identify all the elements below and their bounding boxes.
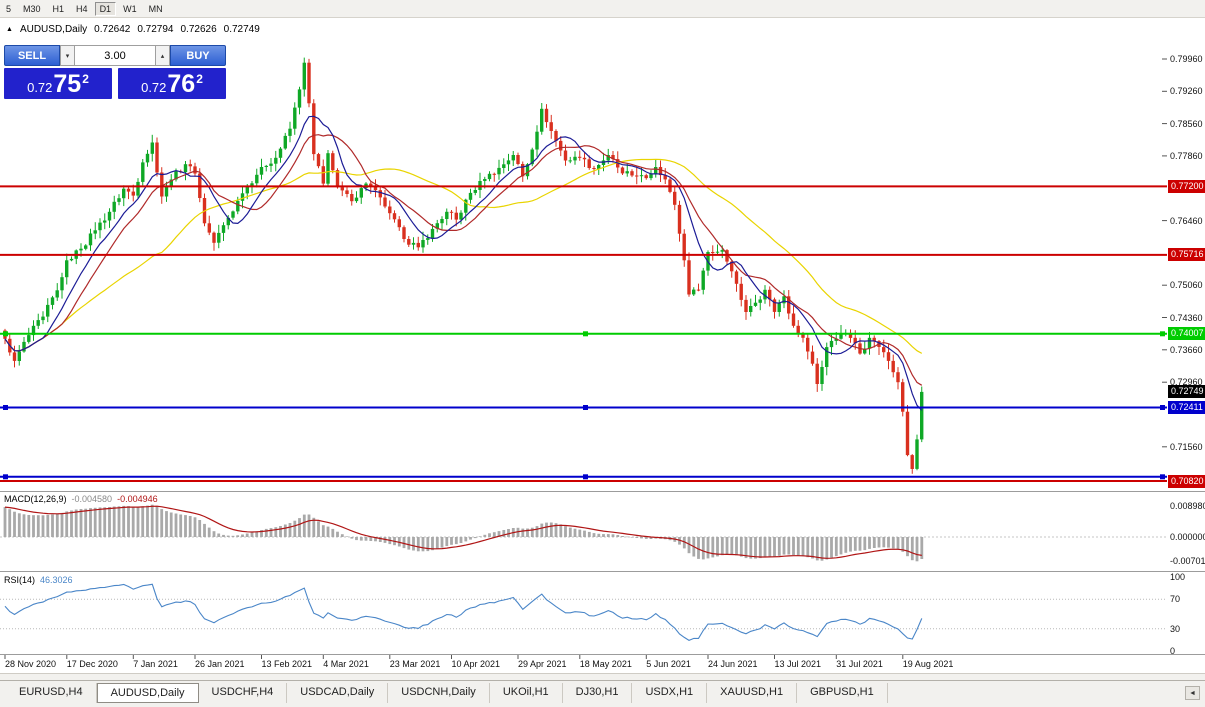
chart-tab-audusd-daily[interactable]: AUDUSD,Daily	[96, 683, 199, 703]
chart-tab-bar: EURUSD,H4 AUDUSD,Daily USDCHF,H4 USDCAD,Dai…	[0, 680, 1205, 707]
period-button-d1[interactable]: D1	[94, 1, 117, 16]
price-scale-label: 0.79960	[1170, 54, 1203, 64]
period-button-m30[interactable]: M30	[23, 3, 41, 14]
chart-tab-usdchf-h4[interactable]: USDCHF,H4	[199, 683, 288, 703]
macd-main-value: -0.004580	[71, 494, 113, 504]
period-button-5[interactable]: 5	[6, 3, 12, 14]
price-level-tag[interactable]: 0.75716	[1168, 248, 1205, 262]
date-axis-label: 7 Jan 2021	[133, 659, 178, 669]
rsi-scale-label: 30	[1170, 623, 1181, 634]
bid-point: 2	[82, 72, 89, 86]
period-button-h4[interactable]: H4	[76, 3, 88, 14]
price-level-tag[interactable]: 0.70820	[1168, 474, 1205, 488]
date-axis-label: 13 Jul 2021	[774, 659, 822, 669]
ask-pips: 76	[167, 70, 196, 98]
chart-tab-usdcnh-daily[interactable]: USDCNH,Daily	[388, 683, 490, 703]
ohlc-open-value: 0.72642	[94, 24, 131, 35]
volume-increase-button[interactable]: ▴	[155, 45, 170, 66]
price-scale-label: 0.79260	[1170, 86, 1203, 97]
price-scale-label: 0.75060	[1170, 280, 1203, 291]
volume-decrease-button[interactable]: ▾	[60, 45, 75, 66]
date-axis-label: 28 Nov 2020	[5, 659, 57, 669]
chart-ohlc-readout: ▲ AUDUSD,Daily 0.72642 0.72794 0.72626 0…	[6, 24, 260, 35]
bid-prefix: 0.72	[27, 80, 53, 95]
buy-button[interactable]: BUY	[170, 45, 226, 66]
bid-pips: 75	[53, 70, 82, 98]
rsi-scale-label: 70	[1170, 594, 1181, 605]
date-axis-label: 13 Feb 2021	[261, 659, 313, 669]
date-axis-label: 31 Jul 2021	[836, 659, 883, 669]
price-scale-label: 0.73660	[1170, 344, 1203, 355]
chart-tab-eurusd-h4[interactable]: EURUSD,H4	[6, 683, 97, 703]
date-axis-label: 5 Jun 2021	[646, 659, 691, 669]
price-scale-label: 0.78560	[1170, 118, 1203, 129]
price-level-tag[interactable]: 0.74007	[1168, 327, 1205, 341]
ohlc-close-value: 0.72749	[223, 24, 260, 35]
price-chart-canvas[interactable]	[0, 18, 1205, 679]
macd-signal-value: -0.004946	[117, 494, 158, 504]
price-scale-label: 0.77860	[1170, 150, 1203, 161]
trade-controls-row: SELL ▾ 3.00 ▴ BUY	[4, 45, 226, 66]
price-level-tag[interactable]: 0.72411	[1168, 401, 1205, 414]
macd-header: MACD(12,26,9) -0.004580 -0.004946	[4, 494, 158, 504]
macd-scale-label: 0.008980	[1170, 501, 1205, 511]
chart-tab-ukoil-h1[interactable]: UKOil,H1	[490, 683, 563, 703]
price-scale-label: 0.74360	[1170, 312, 1203, 323]
price-level-tag[interactable]: 0.77200	[1168, 179, 1205, 193]
period-button-mn[interactable]: MN	[148, 3, 163, 14]
sell-button[interactable]: SELL	[4, 45, 60, 66]
date-axis-label: 10 Apr 2021	[451, 659, 501, 669]
date-axis-label: 24 Jun 2021	[708, 659, 758, 669]
period-button-w1[interactable]: W1	[123, 3, 137, 14]
macd-scale-label: -0.007010	[1170, 556, 1205, 567]
date-axis-label: 26 Jan 2021	[195, 659, 245, 669]
ask-point: 2	[196, 72, 203, 86]
rsi-value: 46.3026	[40, 575, 73, 585]
ohlc-low-value: 0.72626	[180, 24, 217, 35]
bid-price-display[interactable]: 0.72 75 2	[4, 68, 112, 99]
date-axis-label: 19 Aug 2021	[902, 659, 954, 669]
date-axis-label: 23 Mar 2021	[389, 659, 441, 669]
price-scale-label: 0.71560	[1170, 441, 1203, 452]
volume-input[interactable]: 3.00	[75, 45, 155, 66]
current-price-tag: 0.72749	[1168, 385, 1205, 399]
chart-symbol-label: AUDUSD,Daily	[19, 24, 88, 35]
macd-scale-label: 0.000000	[1170, 532, 1205, 542]
ohlc-high-value: 0.72794	[137, 24, 174, 35]
date-axis-label: 29 Apr 2021	[518, 659, 567, 669]
macd-label: MACD(12,26,9)	[4, 494, 67, 504]
date-axis-label: 18 May 2021	[579, 659, 632, 669]
date-axis-label: 17 Dec 2020	[66, 659, 118, 669]
chart-tab-gbpusd-h1[interactable]: GBPUSD,H1	[797, 683, 888, 703]
chart-tab-usdcad-daily[interactable]: USDCAD,Daily	[287, 683, 389, 703]
rsi-header: RSI(14) 46.3026	[4, 575, 73, 585]
tab-scroll-left-button[interactable]: ◄	[1185, 686, 1200, 700]
price-scale-label: 0.76460	[1170, 215, 1203, 226]
rsi-scale-label: 0	[1170, 646, 1176, 656]
chart-tab-usdx-h1[interactable]: USDX,H1	[632, 683, 708, 703]
chart-tab-dj30-h1[interactable]: DJ30,H1	[563, 683, 633, 703]
date-axis-label: 4 Mar 2021	[323, 659, 369, 669]
one-click-trading-panel: SELL ▾ 3.00 ▴ BUY 0.72 75 2 0.72 76 2	[4, 45, 226, 99]
bid-ask-row: 0.72 75 2 0.72 76 2	[4, 68, 226, 99]
ask-price-display[interactable]: 0.72 76 2	[118, 68, 226, 99]
timeframe-toolbar: 5 M30 H1 H4 D1 W1 MN	[0, 0, 1205, 18]
window-resize-strip	[0, 673, 1205, 680]
trade-panel-collapse-icon[interactable]: ▲	[6, 26, 13, 33]
rsi-scale-label: 100	[1170, 572, 1186, 582]
rsi-label: RSI(14)	[4, 575, 36, 585]
chart-tab-xauusd-h1[interactable]: XAUUSD,H1	[707, 683, 798, 703]
price-scale-label: 0.72960	[1170, 377, 1203, 388]
period-button-h1[interactable]: H1	[52, 3, 65, 14]
ask-prefix: 0.72	[141, 80, 167, 95]
